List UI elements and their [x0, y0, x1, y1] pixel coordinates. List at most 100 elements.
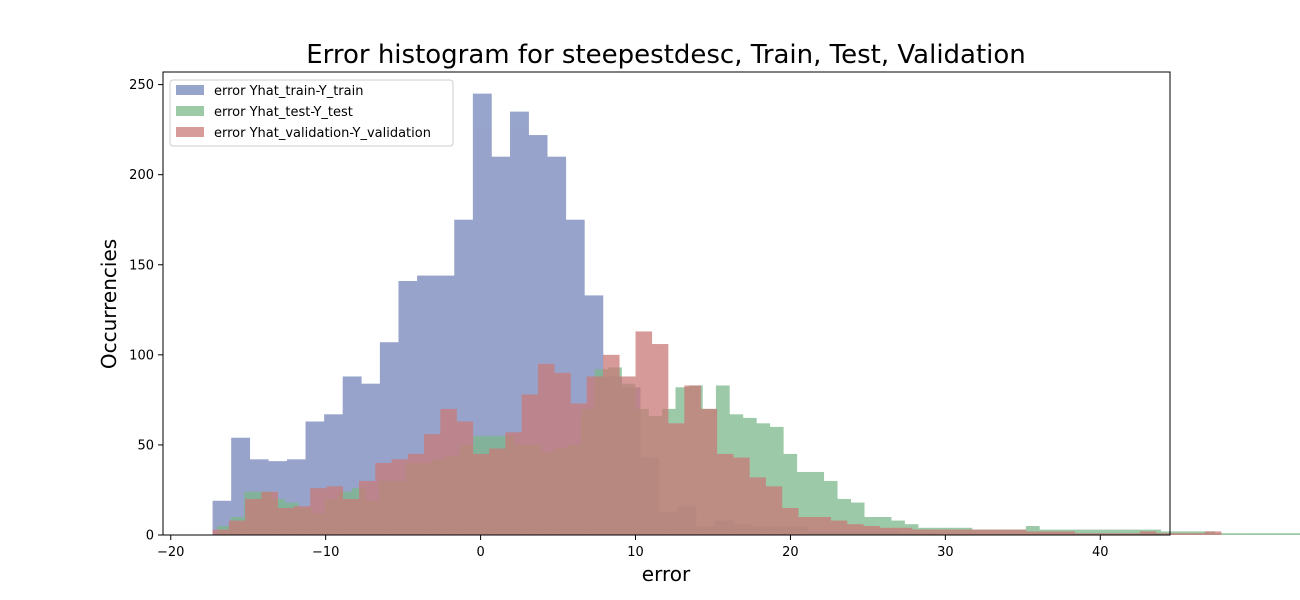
- bar-s2-10: [375, 462, 392, 535]
- bar-s2-58: [1156, 533, 1173, 535]
- bar-s2-47: [977, 529, 994, 535]
- y-tick-label: 250: [129, 78, 154, 93]
- bar-s2-24: [602, 354, 620, 535]
- x-axis-ticks: −20 −10 0 10 20 30 40: [157, 535, 1109, 560]
- bar-s1-76: [1241, 533, 1256, 535]
- bar-s2-31: [716, 453, 734, 535]
- bar-s2-57: [1139, 531, 1157, 535]
- bar-s2-4: [277, 507, 295, 535]
- legend-swatch-2: [176, 127, 204, 137]
- bar-s2-44: [928, 529, 945, 535]
- bar-s2-51: [1042, 531, 1059, 535]
- bar-s2-43: [912, 529, 929, 535]
- bar-s2-61: [1204, 531, 1222, 535]
- bar-s1-65: [1093, 529, 1108, 535]
- x-tick-label: 20: [782, 545, 799, 560]
- bar-s2-16: [472, 453, 490, 535]
- bar-s2-59: [1172, 533, 1189, 535]
- bar-s2-41: [879, 527, 897, 535]
- x-tick-label: −20: [157, 545, 184, 560]
- bar-s1-67: [1120, 529, 1135, 535]
- plot-frame: [162, 71, 1171, 536]
- bar-s2-38: [830, 520, 848, 535]
- bar-s2-49: [1009, 529, 1027, 535]
- bar-s2-42: [895, 527, 913, 535]
- bar-s2-46: [960, 529, 978, 535]
- bar-s2-60: [1188, 533, 1206, 535]
- x-tick-label: 0: [476, 545, 484, 560]
- bar-s2-30: [700, 408, 718, 535]
- bar-s2-15: [456, 421, 474, 535]
- bar-s2-29: [684, 385, 701, 535]
- bar-s2-18: [505, 432, 522, 535]
- bar-s2-5: [293, 506, 311, 535]
- bar-s2-14: [440, 408, 457, 535]
- bar-s0-14: [472, 93, 492, 536]
- bar-s1-66: [1106, 529, 1121, 535]
- bar-s2-6: [310, 488, 327, 535]
- y-tick-label: 50: [137, 438, 154, 453]
- bar-s2-25: [619, 376, 636, 535]
- bar-s1-79: [1282, 533, 1296, 535]
- bar-s2-8: [342, 498, 360, 535]
- bar-s1-77: [1255, 533, 1269, 535]
- bar-s2-45: [944, 529, 962, 535]
- bar-s2-12: [407, 453, 425, 535]
- x-tick-label: 10: [627, 545, 644, 560]
- legend-swatch-1: [176, 106, 204, 116]
- bar-s2-37: [814, 516, 832, 535]
- x-tick-label: 30: [937, 545, 954, 560]
- bar-s2-20: [537, 363, 555, 535]
- bar-s2-7: [326, 486, 344, 535]
- bar-s2-40: [863, 525, 880, 535]
- x-tick-label: −10: [312, 545, 339, 560]
- x-axis-label: error: [642, 562, 691, 586]
- bar-s2-3: [261, 491, 278, 535]
- bar-s2-39: [846, 524, 864, 535]
- bar-s2-35: [781, 507, 799, 535]
- bar-s2-23: [586, 376, 604, 535]
- bar-s2-50: [1025, 531, 1043, 535]
- bar-s1-80: [1295, 533, 1300, 535]
- bar-s2-56: [1123, 533, 1141, 535]
- bar-s1-75: [1228, 533, 1242, 535]
- legend-label-2: error Yhat_validation-Y_validation: [214, 126, 431, 141]
- y-tick-label: 150: [129, 258, 154, 273]
- bar-s2-55: [1107, 533, 1124, 535]
- bar-s2-13: [424, 434, 441, 535]
- bar-s1-64: [1079, 529, 1094, 535]
- bar-s2-1: [228, 520, 246, 535]
- y-tick-label: 100: [129, 348, 154, 363]
- bar-s2-26: [635, 331, 653, 535]
- y-tick-label: 0: [146, 529, 154, 544]
- chart-title: Error histogram for steepestdesc, Train,…: [306, 40, 1026, 70]
- bar-s2-33: [749, 477, 766, 535]
- bar-s2-21: [554, 372, 571, 535]
- bar-s2-27: [651, 344, 669, 535]
- bar-s2-11: [391, 459, 409, 535]
- bar-s2-19: [521, 394, 539, 535]
- bar-s2-53: [1074, 533, 1092, 535]
- legend-box: [169, 79, 454, 147]
- bar-s2-17: [489, 448, 506, 535]
- bars-layer: [212, 93, 1300, 536]
- y-axis-label: Occurrencies: [97, 239, 121, 369]
- bar-s2-32: [733, 457, 750, 535]
- x-tick-label: 40: [1092, 545, 1109, 560]
- legend-swatch-0: [176, 85, 204, 95]
- bar-s2-54: [1090, 533, 1108, 535]
- series-2: [212, 331, 1222, 535]
- y-axis-ticks: 0 50 100 150 200 250: [129, 78, 163, 544]
- bar-s2-2: [245, 498, 262, 535]
- bar-s1-74: [1214, 533, 1229, 535]
- bar-s2-28: [668, 423, 685, 535]
- bar-s2-34: [765, 486, 783, 535]
- bar-s2-22: [570, 403, 588, 535]
- legend-label-0: error Yhat_train-Y_train: [214, 84, 363, 99]
- legend-label-1: error Yhat_test-Y_test: [214, 105, 353, 120]
- bar-s2-9: [358, 480, 376, 535]
- bar-s2-48: [993, 529, 1010, 535]
- bar-s2-0: [212, 529, 230, 535]
